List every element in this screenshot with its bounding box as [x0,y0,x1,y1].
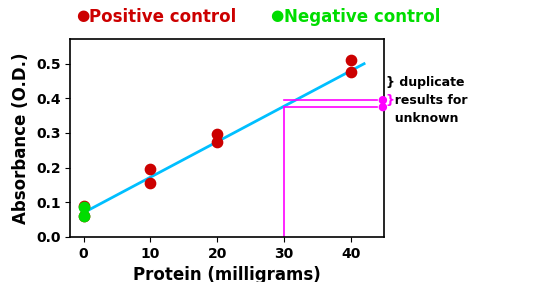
Point [80,203,88,208]
Point [146,181,155,186]
Point [213,139,221,144]
Point [213,131,221,136]
Text: }: } [386,94,394,107]
Text: ●: ● [270,8,283,23]
Text: ●: ● [378,102,387,112]
Y-axis label: Absorbance (O.D.): Absorbance (O.D.) [12,52,30,224]
Text: Negative control: Negative control [284,8,440,27]
Point [80,214,88,218]
Text: ●: ● [378,95,387,105]
Point [346,58,355,63]
Text: Positive control: Positive control [89,8,236,27]
Point [80,205,88,210]
X-axis label: Protein (milligrams): Protein (milligrams) [133,266,321,282]
Point [146,167,155,172]
Point [80,214,88,218]
Text: } duplicate
  results for
  unknown: } duplicate results for unknown [386,76,467,125]
Text: ●: ● [76,8,89,23]
Point [346,70,355,75]
